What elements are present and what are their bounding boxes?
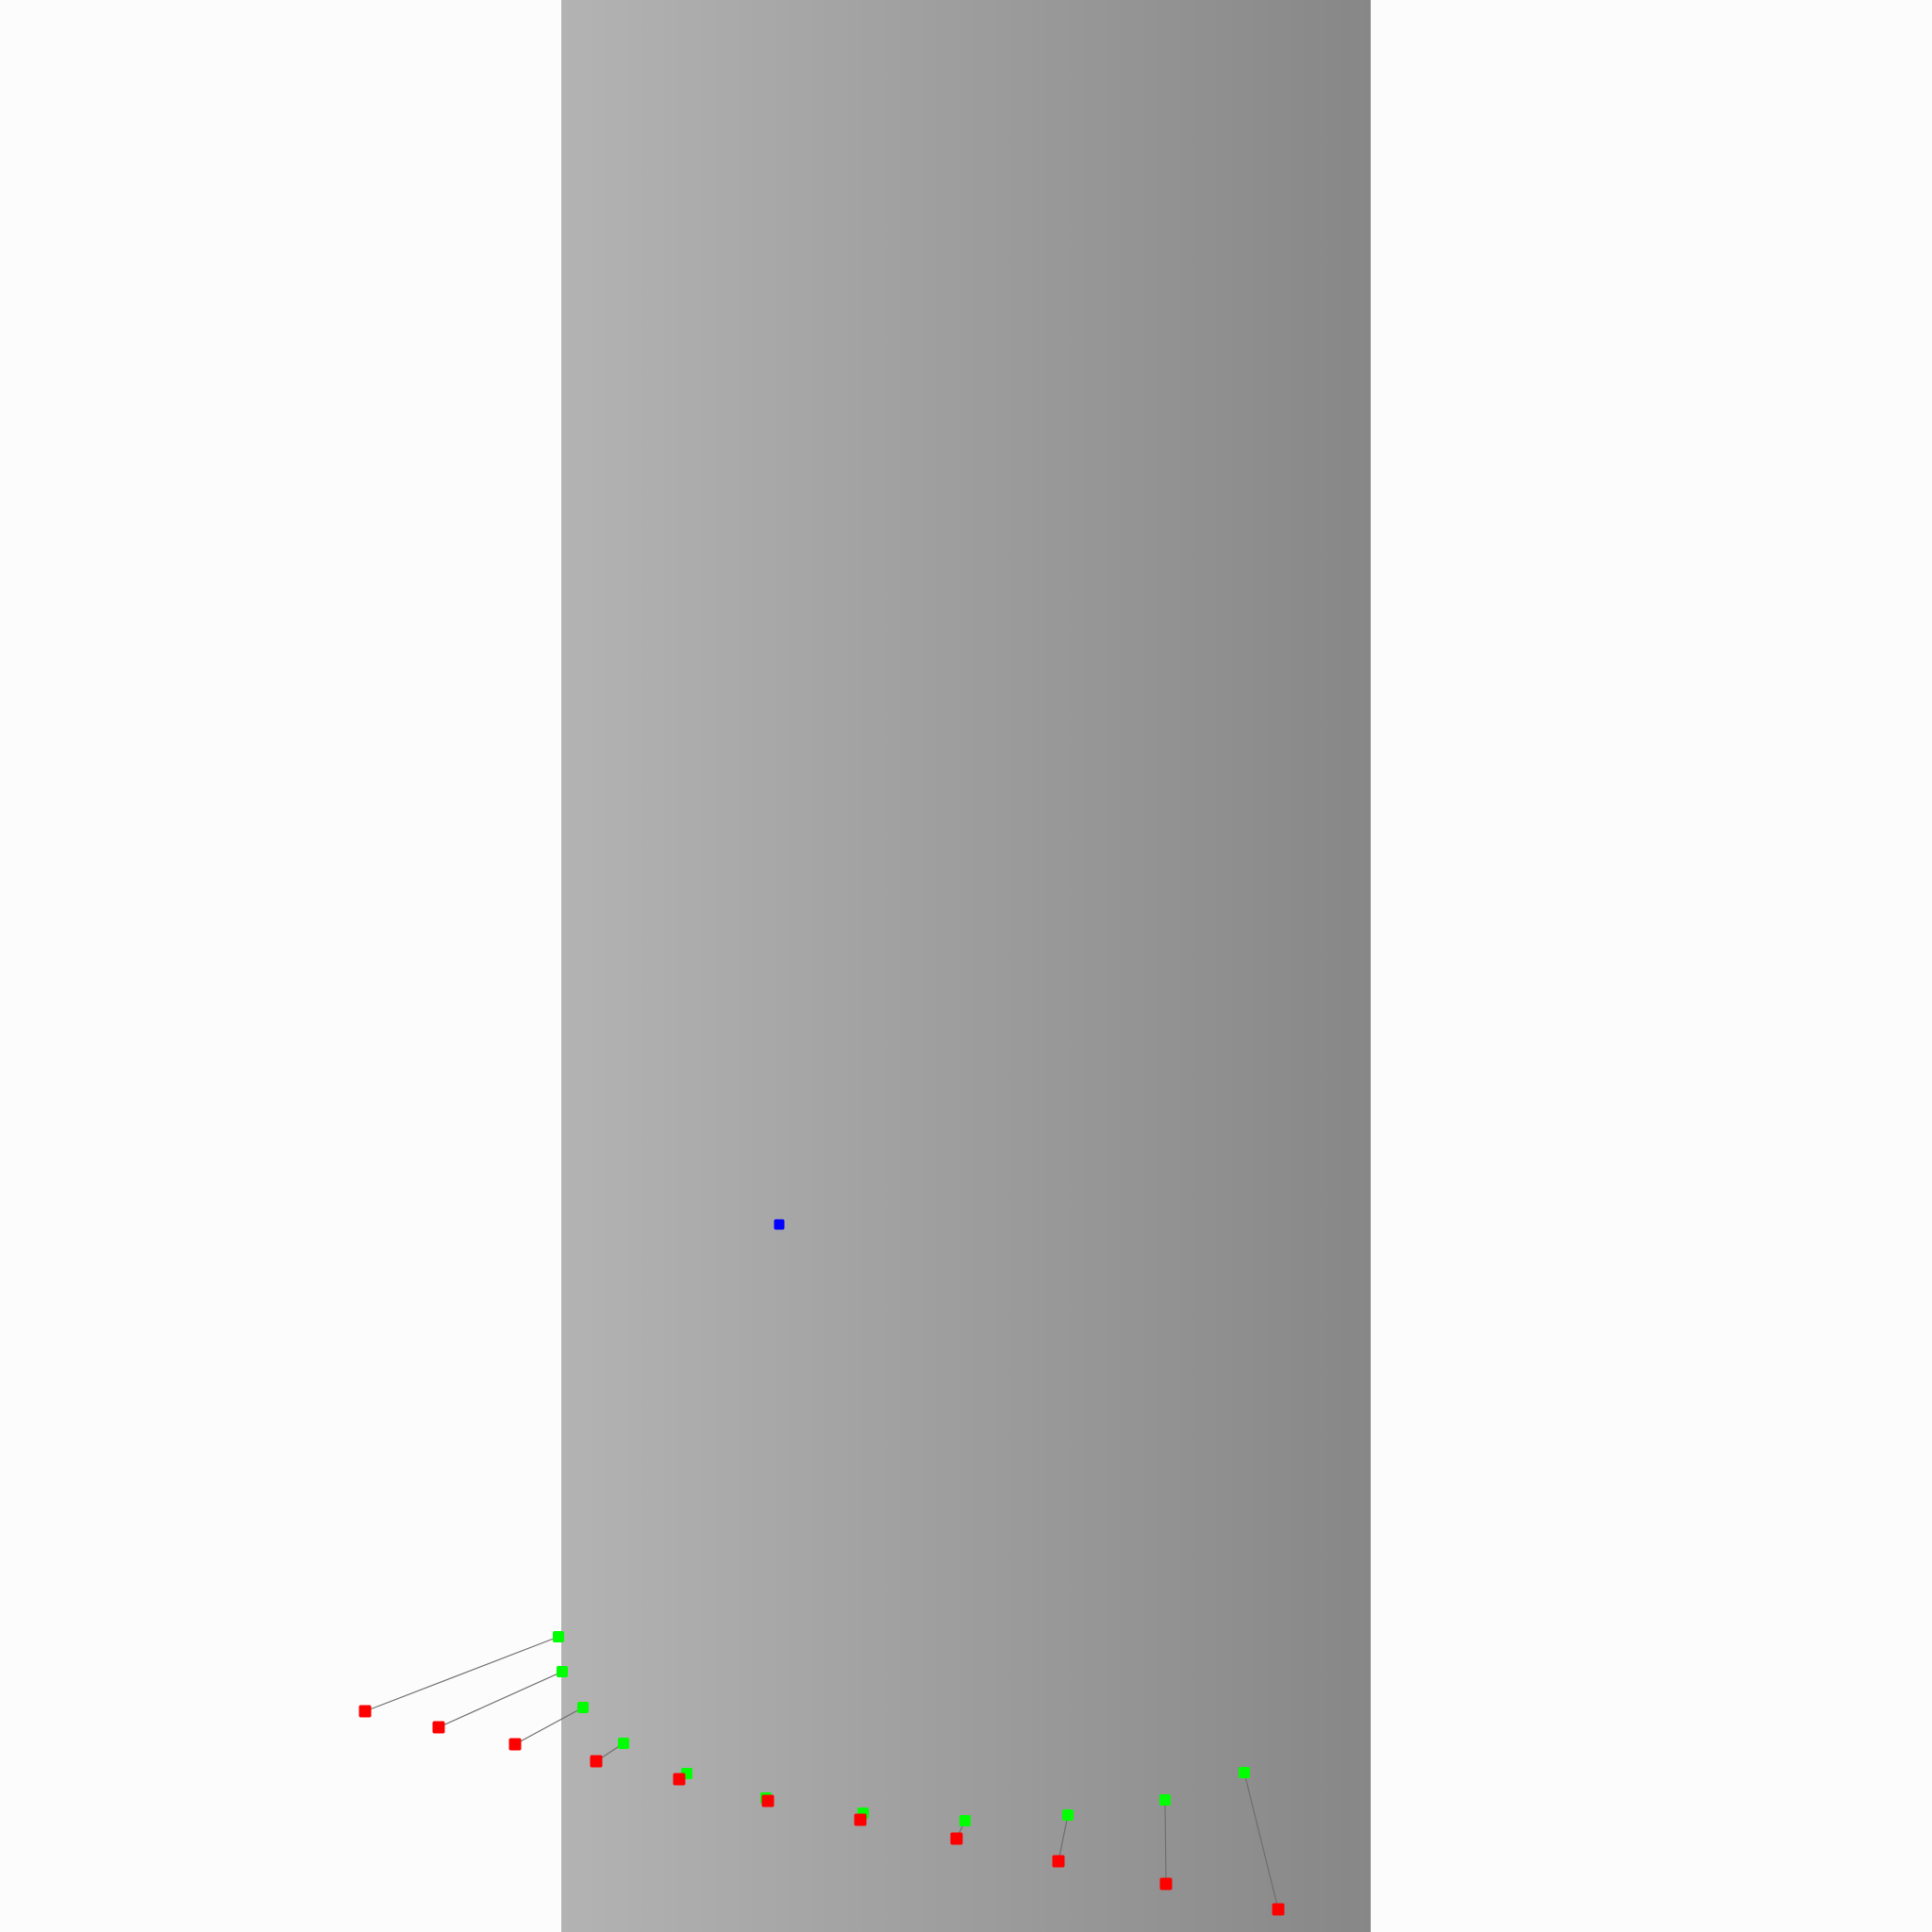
link-line	[438, 1671, 563, 1728]
green-marker	[577, 1702, 589, 1713]
green-marker	[1062, 1809, 1074, 1821]
red-marker	[854, 1813, 867, 1826]
link-line	[1164, 1799, 1167, 1885]
green-marker	[1159, 1794, 1171, 1806]
blue-markers	[774, 1219, 785, 1230]
link-line	[364, 1636, 559, 1712]
link-line	[1058, 1814, 1069, 1862]
red-marker	[673, 1773, 686, 1786]
red-markers	[358, 1705, 1285, 1916]
red-marker	[590, 1755, 603, 1768]
link-line	[1243, 1772, 1279, 1910]
green-marker	[618, 1738, 629, 1749]
green-marker	[553, 1631, 564, 1642]
red-marker	[1272, 1903, 1285, 1916]
red-marker	[950, 1832, 963, 1845]
green-marker	[557, 1666, 568, 1677]
red-marker	[1159, 1877, 1173, 1890]
red-marker	[761, 1794, 774, 1807]
red-marker	[358, 1705, 372, 1718]
link-line	[514, 1707, 584, 1745]
green-markers	[553, 1631, 1250, 1826]
green-marker	[959, 1815, 971, 1826]
gray-surface-panel	[561, 0, 1371, 1932]
red-marker	[508, 1738, 522, 1751]
green-marker	[1239, 1767, 1250, 1778]
red-marker	[1052, 1855, 1065, 1868]
link-lines	[364, 1636, 1279, 1910]
red-marker	[432, 1721, 445, 1734]
blue-marker	[774, 1219, 785, 1230]
